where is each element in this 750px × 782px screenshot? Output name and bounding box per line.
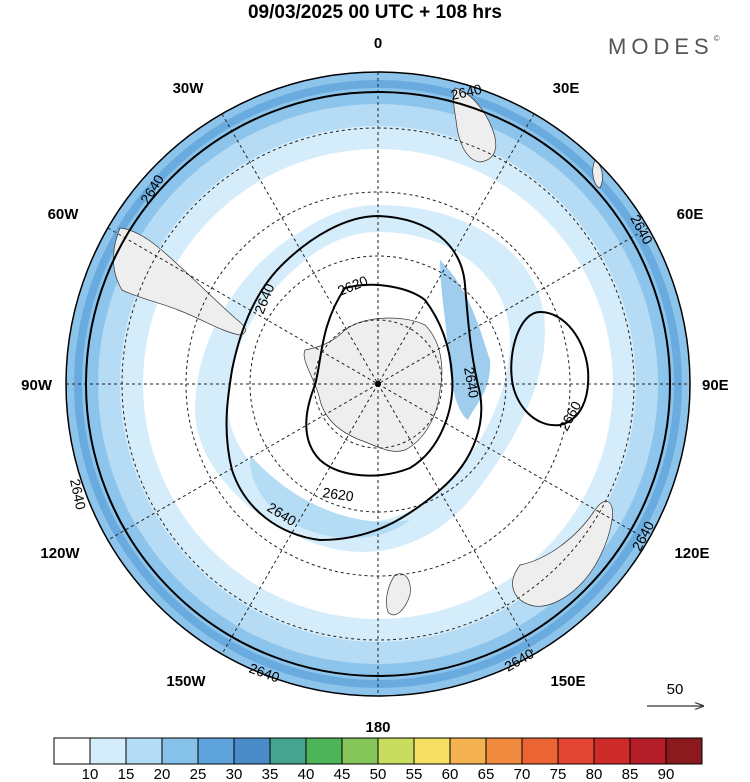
colorbar-tick-label: 75 bbox=[550, 766, 567, 782]
south-pole-marker bbox=[375, 381, 381, 387]
madagascar bbox=[592, 159, 603, 189]
colorbar-swatch bbox=[449, 737, 487, 765]
lon-label-150w: 150W bbox=[166, 673, 206, 690]
map-title: 09/03/2025 00 UTC + 108 hrs bbox=[247, 2, 503, 23]
colorbar-tick-label: 20 bbox=[154, 766, 171, 782]
colorbar: 10 15 20 25 30 35 40 45 50 55 60 65 70 75 80 85 90 bbox=[53, 737, 703, 782]
colorbar-swatch bbox=[629, 737, 667, 765]
contour-2640-outer bbox=[85, 91, 671, 677]
lon-label-60e: 60E bbox=[677, 206, 704, 223]
colorbar-swatch bbox=[197, 737, 235, 765]
contour-2640-inner bbox=[225, 214, 483, 542]
lon-label-120e: 120E bbox=[674, 545, 709, 562]
contour-2620 bbox=[305, 283, 454, 477]
colorbar-tick-label: 25 bbox=[190, 766, 207, 782]
colorbar-tick-label: 90 bbox=[658, 766, 675, 782]
lon-label-60w: 60W bbox=[48, 206, 80, 223]
contour-2660 bbox=[510, 310, 590, 427]
colorbar-tick-label: 45 bbox=[334, 766, 351, 782]
antarctica bbox=[303, 317, 443, 452]
australia bbox=[512, 500, 613, 607]
lon-label-120w: 120W bbox=[40, 545, 80, 562]
colorbar-swatch bbox=[233, 737, 271, 765]
colorbar-tick-label: 55 bbox=[406, 766, 423, 782]
colorbar-swatch bbox=[125, 737, 163, 765]
colorbar-swatch bbox=[53, 737, 91, 765]
colorbar-swatch bbox=[341, 737, 379, 765]
colorbar-tick-label: 40 bbox=[298, 766, 315, 782]
colorbar-swatch bbox=[521, 737, 559, 765]
colorbar-tick-label: 80 bbox=[586, 766, 603, 782]
lon-label-30e: 30E bbox=[553, 80, 580, 97]
colorbar-tick-label: 85 bbox=[622, 766, 639, 782]
colorbar-swatch bbox=[305, 737, 343, 765]
contour-label: 2620 bbox=[322, 484, 355, 504]
contour-label: 2640 bbox=[449, 81, 483, 103]
contour-label: 2640 bbox=[461, 366, 482, 400]
modes-logo: MODES© bbox=[608, 34, 720, 59]
lon-label-180: 180 bbox=[365, 719, 390, 736]
colorbar-tick-label: 50 bbox=[370, 766, 387, 782]
land-masses bbox=[113, 87, 613, 616]
lon-label-30w: 30W bbox=[173, 80, 205, 97]
lon-label-90w: 90W bbox=[21, 377, 53, 394]
colorbar-tick-label: 35 bbox=[262, 766, 279, 782]
colorbar-swatch bbox=[269, 737, 307, 765]
colorbar-swatch bbox=[161, 737, 199, 765]
svg-text:50: 50 bbox=[667, 681, 684, 698]
colorbar-swatch bbox=[557, 737, 595, 765]
colorbar-tick-label: 60 bbox=[442, 766, 459, 782]
colorbar-swatch bbox=[593, 737, 631, 765]
colorbar-tick-label: 65 bbox=[478, 766, 495, 782]
longitude-labels: 0 180 90W 90E 30W 60W 120W 150W 30E 60E … bbox=[21, 35, 729, 736]
colorbar-swatch bbox=[665, 737, 703, 765]
new-zealand bbox=[386, 573, 411, 616]
lon-label-0: 0 bbox=[374, 35, 382, 52]
colorbar-tick-label: 15 bbox=[118, 766, 135, 782]
colorbar-swatch bbox=[89, 737, 127, 765]
height-contours bbox=[85, 91, 671, 677]
vector-reference: 50 bbox=[647, 681, 703, 706]
colorbar-tick-label: 30 bbox=[226, 766, 243, 782]
south-america bbox=[113, 227, 246, 336]
map-boundary bbox=[65, 71, 691, 697]
colorbar-swatch bbox=[377, 737, 415, 765]
colorbar-tick-label: 70 bbox=[514, 766, 531, 782]
lon-label-150e: 150E bbox=[550, 673, 585, 690]
colorbar-tick-label: 10 bbox=[82, 766, 99, 782]
colorbar-swatch bbox=[485, 737, 523, 765]
lon-label-90e: 90E bbox=[702, 377, 729, 394]
colorbar-swatch bbox=[413, 737, 451, 765]
